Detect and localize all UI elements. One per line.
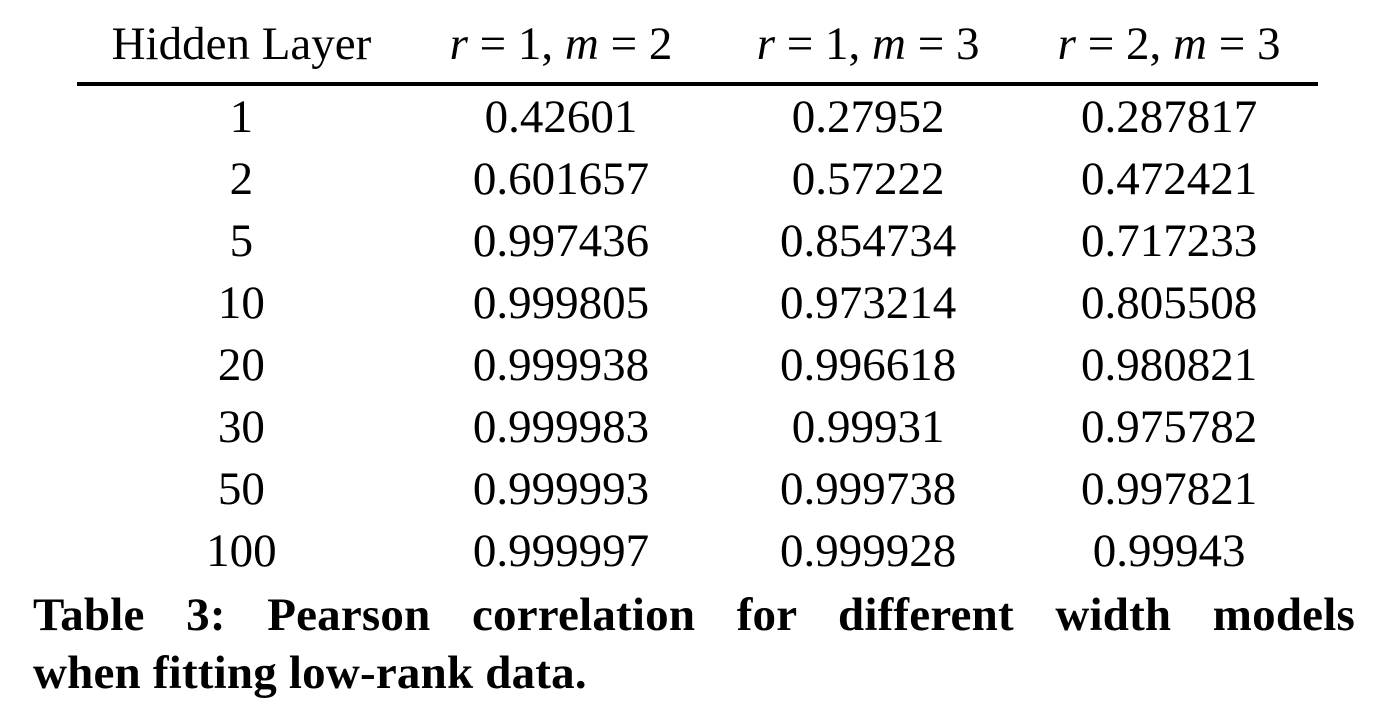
header-r2-m3: r = 2, m = 3 <box>1020 12 1318 86</box>
hidden-layer-cell: 30 <box>217 401 265 453</box>
table-row: 20 0.999938 0.996618 0.980821 <box>77 334 1318 396</box>
correlation-value-cell: 0.999805 <box>472 277 650 329</box>
correlation-value-cell: 0.99943 <box>1092 525 1246 577</box>
hidden-layer-cell: 20 <box>217 339 265 391</box>
correlation-value-cell: 0.999993 <box>472 463 650 515</box>
caption-line-2: when fitting low-rank data. <box>33 647 587 699</box>
hidden-layer-cell: 5 <box>229 215 254 267</box>
correlation-value-cell: 0.601657 <box>472 153 650 205</box>
correlation-value-cell: 0.999997 <box>472 525 650 577</box>
correlation-value-cell: 0.999928 <box>780 525 957 577</box>
correlation-value-cell: 0.999983 <box>472 401 650 453</box>
header-row: Hidden Layer r = 1, m = 2 r = 1, m = 3 r… <box>77 12 1318 86</box>
table-row: 50 0.999993 0.999738 0.997821 <box>77 458 1318 520</box>
table-row: 2 0.601657 0.57222 0.472421 <box>77 148 1318 210</box>
correlation-value-cell: 0.27952 <box>791 91 945 143</box>
correlation-value-cell: 0.997436 <box>472 215 650 267</box>
correlation-value-cell: 0.999738 <box>780 463 957 515</box>
math-text: = 2 <box>598 18 673 70</box>
math-variable: r <box>756 18 776 70</box>
header-hidden-layer: Hidden Layer <box>77 12 406 86</box>
correlation-value-cell: 0.717233 <box>1080 215 1258 267</box>
math-text: = 2, <box>1075 18 1173 70</box>
table-row: 5 0.997436 0.854734 0.717233 <box>77 210 1318 272</box>
hidden-layer-cell: 10 <box>217 277 265 329</box>
math-variable: r <box>449 18 468 70</box>
table-row: 30 0.999983 0.99931 0.975782 <box>77 396 1318 458</box>
math-text: = 1, <box>467 18 565 70</box>
math-variable: r <box>1057 18 1076 70</box>
table-row: 10 0.999805 0.973214 0.805508 <box>77 272 1318 334</box>
math-variable: m <box>872 18 906 70</box>
table-row: 100 0.999997 0.999928 0.99943 <box>77 520 1318 582</box>
correlation-value-cell: 0.854734 <box>780 215 957 267</box>
correlation-value-cell: 0.997821 <box>1080 463 1258 515</box>
hidden-layer-cell: 100 <box>206 525 277 577</box>
header-r1-m3: r = 1, m = 3 <box>716 12 1021 86</box>
math-text: = 1, <box>775 18 873 70</box>
correlation-value-cell: 0.996618 <box>780 339 957 391</box>
math-variable: m <box>1172 18 1207 70</box>
correlation-value-cell: 0.42601 <box>484 91 638 143</box>
math-text: = 3 <box>1206 18 1281 70</box>
table-caption: Table 3: Pearson correlation for differe… <box>33 586 1355 702</box>
correlation-value-cell: 0.805508 <box>1080 277 1258 329</box>
correlation-value-cell: 0.975782 <box>1080 401 1258 453</box>
table-row: 1 0.42601 0.27952 0.287817 <box>77 84 1318 148</box>
math-text: = 3 <box>906 18 980 70</box>
hidden-layer-cell: 2 <box>229 153 254 205</box>
correlation-value-cell: 0.980821 <box>1080 339 1258 391</box>
hidden-layer-cell: 50 <box>217 463 265 515</box>
correlation-value-cell: 0.973214 <box>780 277 957 329</box>
caption-line-1: Table 3: Pearson correlation for differe… <box>33 589 1355 641</box>
correlation-value-cell: 0.99931 <box>791 401 945 453</box>
table-body: 1 0.42601 0.27952 0.287817 2 0.601657 0.57222 0… <box>77 84 1318 582</box>
header-r1-m2: r = 1, m = 2 <box>405 12 717 86</box>
correlation-value-cell: 0.472421 <box>1080 153 1258 205</box>
hidden-layer-cell: 1 <box>229 91 254 143</box>
correlation-value-cell: 0.57222 <box>791 153 945 205</box>
correlation-value-cell: 0.999938 <box>472 339 650 391</box>
correlation-table: Hidden Layer r = 1, m = 2 r = 1, m = 3 r… <box>77 12 1318 582</box>
correlation-value-cell: 0.287817 <box>1080 91 1258 143</box>
math-variable: m <box>564 18 599 70</box>
